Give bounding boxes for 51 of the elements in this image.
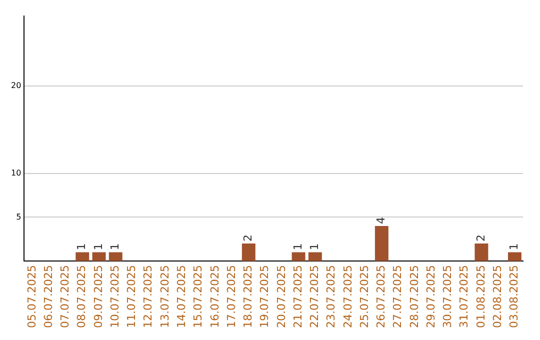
bar — [108, 252, 122, 262]
bar — [308, 252, 322, 262]
x-tick-label: 26.07.2025 — [374, 265, 388, 328]
bar — [292, 252, 306, 262]
bar — [374, 226, 388, 262]
x-tick-label: 06.07.2025 — [42, 265, 55, 328]
x-tick-label: 16.07.2025 — [208, 265, 222, 328]
x-tick-label: 22.07.2025 — [308, 265, 322, 328]
x-tick-label: 09.07.2025 — [92, 265, 105, 328]
x-tick-label: 17.07.2025 — [224, 265, 238, 328]
y-tick-label: 10 — [10, 168, 22, 178]
data-label: 2 — [474, 234, 488, 242]
data-label: 1 — [75, 243, 88, 250]
bar — [474, 244, 488, 262]
bar — [242, 244, 256, 262]
x-tick-label: 29.07.2025 — [424, 265, 438, 328]
data-label: 4 — [374, 216, 388, 224]
x-tick-label: 13.07.2025 — [158, 265, 172, 328]
x-tick-label: 20.07.2025 — [274, 265, 288, 328]
x-tick-label: 25.07.2025 — [358, 265, 371, 328]
y-tick-label: 5 — [16, 212, 22, 222]
x-tick-label: 15.07.2025 — [192, 265, 205, 328]
x-tick-label: 10.07.2025 — [108, 265, 122, 328]
x-tick-label: 11.07.2025 — [125, 265, 138, 328]
data-label: 1 — [108, 243, 122, 250]
x-tick-label: 18.07.2025 — [242, 265, 255, 328]
x-tick-label: 14.07.2025 — [175, 265, 188, 328]
bar — [92, 252, 106, 262]
x-tick-label: 31.07.2025 — [458, 265, 471, 328]
bar — [508, 252, 522, 262]
x-tick-label: 23.07.2025 — [324, 265, 338, 328]
data-label: 1 — [508, 243, 521, 250]
x-tick-label: 07.07.2025 — [58, 265, 72, 328]
x-tick-label: 08.07.2025 — [75, 265, 88, 328]
bar — [76, 252, 90, 262]
x-tick-label: 01.08.2025 — [474, 265, 488, 328]
y-tick-label: 20 — [10, 80, 22, 90]
x-tick-label: 24.07.2025 — [341, 265, 354, 328]
data-label: 1 — [92, 243, 105, 250]
data-label: 1 — [291, 243, 304, 250]
x-tick-label: 12.07.2025 — [142, 265, 155, 328]
x-tick-label: 19.07.2025 — [258, 265, 272, 328]
x-tick-label: 05.07.2025 — [25, 265, 38, 328]
x-tick-label: 27.07.2025 — [391, 265, 404, 328]
data-label: 1 — [308, 243, 322, 250]
x-tick-label: 03.08.2025 — [508, 265, 521, 328]
x-tick-label: 21.07.2025 — [291, 265, 304, 328]
data-label: 2 — [242, 234, 255, 242]
x-tick-label: 30.07.2025 — [441, 265, 454, 328]
x-tick-label: 02.08.2025 — [490, 265, 504, 328]
x-tick-label: 28.07.2025 — [408, 265, 421, 328]
